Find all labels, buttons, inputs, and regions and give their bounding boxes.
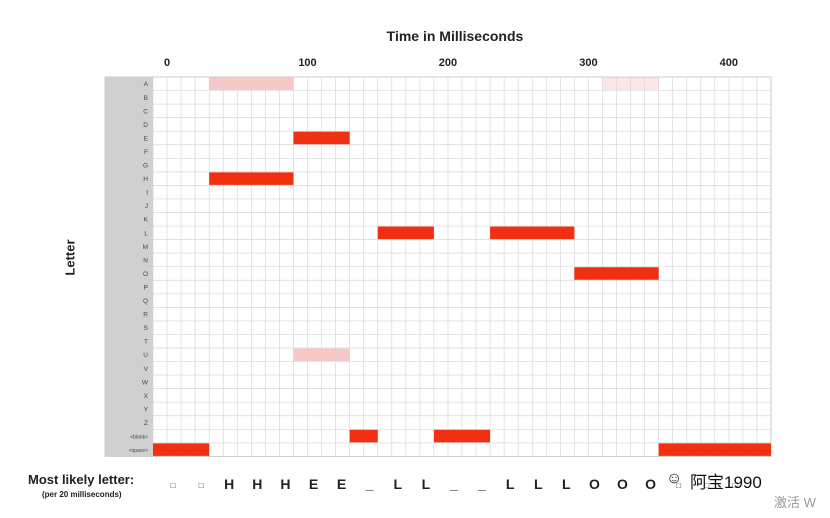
y-axis-label: Letter: [62, 239, 78, 276]
cells: [153, 77, 771, 456]
cell-space: [153, 443, 210, 456]
x-tick-label: 200: [439, 57, 457, 69]
label-column: [105, 77, 153, 457]
cell-blank: [349, 429, 378, 443]
letter-label: <space>: [129, 448, 148, 454]
letter-label: B: [144, 95, 148, 102]
sequence-letter: O: [588, 476, 600, 492]
cell-L: [490, 226, 575, 240]
letter-label: R: [143, 312, 148, 319]
sequence-letter: □: [676, 481, 682, 490]
most-likely-label: Most likely letter:: [28, 472, 135, 487]
letter-label: W: [142, 379, 149, 386]
letter-label: D: [143, 122, 148, 129]
sequence-letter: O: [617, 476, 628, 492]
sequence-letter: H: [252, 476, 263, 492]
letter-label: U: [143, 352, 148, 359]
letter-label: P: [144, 284, 148, 291]
letter-label: X: [144, 393, 149, 400]
sequence-letter: _: [365, 476, 374, 492]
sequence-letter: L: [562, 476, 571, 492]
sequence-letter: H: [224, 476, 235, 492]
letter-label: C: [143, 108, 148, 115]
sequence-letter: □: [732, 481, 738, 490]
sequence-letter: □: [198, 481, 204, 490]
letter-label: Y: [144, 406, 149, 413]
letter-label: F: [144, 149, 148, 156]
letter-label: N: [143, 257, 148, 264]
cell-H: [209, 172, 294, 185]
x-tick-label: 0: [164, 57, 170, 69]
sequence-letter: O: [645, 476, 657, 492]
letter-label: O: [143, 271, 148, 278]
letter-label: H: [143, 176, 148, 183]
x-tick-label: 100: [298, 57, 316, 69]
cell-blank: [433, 429, 491, 443]
cell-O: [574, 267, 659, 280]
x-tick-label: 300: [579, 57, 597, 69]
sequence-letter: L: [421, 476, 431, 492]
letter-label: M: [143, 244, 148, 251]
sequence-letter: □: [704, 481, 710, 490]
sequence-letter: L: [505, 476, 515, 492]
letter-label: E: [144, 135, 149, 142]
letter-label: T: [144, 339, 148, 346]
sequence-letter: □: [170, 481, 176, 490]
letter-label: V: [144, 366, 149, 373]
letter-label: S: [144, 325, 149, 332]
sequence-letter: L: [533, 476, 543, 492]
sequence-letter: E: [336, 476, 347, 492]
sequence-letter: H: [280, 476, 291, 492]
cell-space: [658, 443, 771, 456]
sequence-letter: E: [308, 476, 319, 492]
x-ticks: 0 100 200 300 400: [164, 57, 738, 69]
letter-label: K: [144, 217, 149, 224]
cell-A: [602, 77, 659, 91]
cell-A: [209, 77, 294, 91]
cell-L: [377, 226, 434, 240]
letter-label: <blank>: [130, 435, 148, 441]
watermark-sub: 激活 W: [774, 495, 816, 510]
letter-label: I: [146, 190, 148, 197]
chart-title: Time in Milliseconds: [386, 28, 524, 44]
grid: [104, 76, 772, 457]
letter-label: A: [144, 81, 149, 88]
cell-U: [293, 348, 350, 362]
letter-label: J: [145, 203, 148, 210]
cell-E: [293, 131, 350, 145]
letter-label: Q: [143, 298, 148, 305]
letter-label: G: [143, 163, 148, 170]
letter-label: L: [144, 230, 148, 237]
most-likely-sublabel: (per 20 milliseconds): [42, 490, 122, 499]
x-tick-label: 400: [720, 57, 738, 69]
sequence-letter: _: [450, 476, 458, 492]
wechat-icon: ☺: [666, 470, 683, 487]
letter-label: Z: [144, 420, 148, 427]
watermark-name: 阿宝1990: [690, 473, 762, 492]
sequence-letter: _: [478, 476, 486, 492]
sequence-letter: L: [393, 476, 403, 492]
